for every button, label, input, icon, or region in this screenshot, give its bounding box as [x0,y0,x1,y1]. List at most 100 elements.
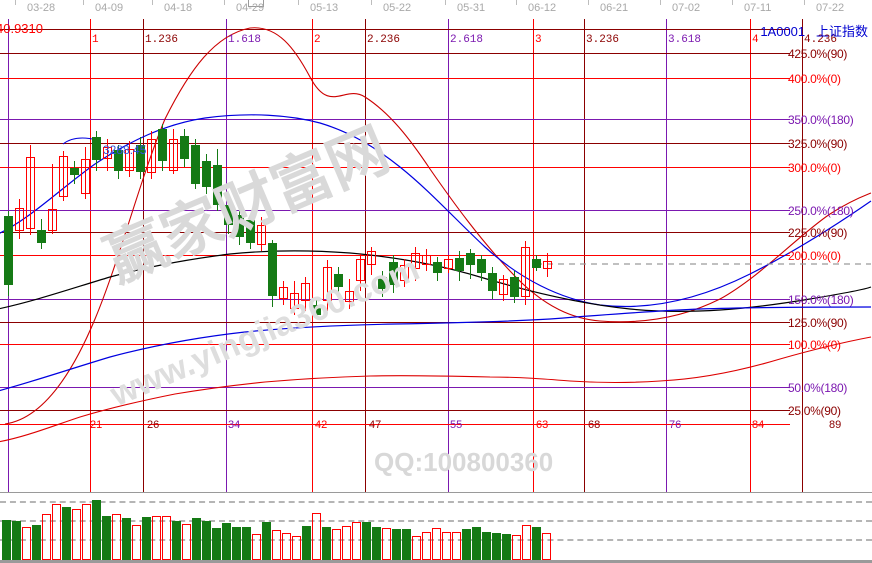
volume-bar[interactable] [232,527,241,560]
candle-wick [349,279,350,309]
volume-bar[interactable] [222,523,231,560]
instrument-title: 1A0001 上证指数 [760,21,868,40]
fib-time-label: 2 [314,34,321,46]
right-axis-label: 250.0%(180) [788,204,854,218]
bar-count-label: 26 [147,419,160,431]
fib-horizontal-gridline [0,344,790,345]
date-tick-notch [152,0,153,5]
volume-bar[interactable] [62,507,71,560]
bar-count-label: 55 [450,419,463,431]
candle-body [543,261,552,269]
volume-bar[interactable] [132,525,141,560]
volume-bar[interactable] [372,527,381,560]
candle-body [444,259,453,269]
candle-body [532,259,541,268]
candle-body [466,253,475,265]
date-tick-notch [516,0,517,5]
volume-bar[interactable] [112,514,121,560]
candle-body [59,156,68,197]
volume-bar[interactable] [12,521,21,560]
date-axis-ruler[interactable]: 03-28 04-09 04-18 04-29 05-13 05-22 05-31 06-12… [0,0,872,20]
volume-bar[interactable] [272,530,281,560]
volume-bar[interactable] [92,500,101,560]
candle-body [400,265,409,281]
volume-bar[interactable] [42,514,51,560]
candle-body [213,165,222,205]
volume-bar[interactable] [342,526,351,560]
candle-body [202,161,211,187]
volume-bar[interactable] [2,520,11,560]
volume-bar[interactable] [412,536,421,560]
volume-bar[interactable] [122,518,131,560]
volume-bar[interactable] [422,532,431,560]
volume-bar[interactable] [82,504,91,560]
volume-bar[interactable] [322,527,331,560]
volume-bar[interactable] [452,532,461,560]
volume-bar[interactable] [262,522,271,560]
candle-wick [30,145,31,235]
candle-body [356,259,365,281]
volume-bar[interactable] [492,533,501,560]
volume-bar[interactable] [52,504,61,560]
price-pane[interactable]: 1 1.236 1.618 2 2.236 2.618 3 3.236 3.618 4 4.236 … [0,19,872,492]
date-tick-notch [371,0,372,5]
volume-bar[interactable] [282,533,291,560]
volume-bar[interactable] [502,534,511,560]
candle-wick [85,147,86,199]
volume-bar[interactable] [402,529,411,560]
volume-bar[interactable] [152,516,161,560]
volume-bar[interactable] [242,527,251,560]
volume-bar[interactable] [22,527,31,560]
volume-bar[interactable] [192,518,201,560]
volume-pane[interactable] [0,492,872,563]
volume-bar[interactable] [522,525,531,560]
candle-body [235,215,244,237]
volume-bar[interactable] [142,517,151,560]
volume-bar[interactable] [462,529,471,560]
volume-bar[interactable] [32,525,41,560]
ruler-handle[interactable] [248,0,264,7]
candle-body [411,253,420,269]
volume-bar[interactable] [432,528,441,560]
volume-bar[interactable] [172,521,181,560]
candle-body [191,145,200,184]
volume-bar[interactable] [312,513,321,560]
volume-bar[interactable] [162,516,171,560]
volume-bar[interactable] [202,521,211,560]
volume-bar[interactable] [352,522,361,560]
volume-bar[interactable] [442,532,451,560]
candle-body [521,247,530,297]
volume-bar[interactable] [532,527,541,560]
volume-bar[interactable] [302,526,311,560]
volume-bar[interactable] [472,527,481,560]
candle-wick [327,260,328,311]
bar-count-label: 68 [588,419,601,431]
volume-bar[interactable] [482,532,491,560]
candle-body [48,209,57,231]
bar-count-label: 34 [228,419,241,431]
candle-body [367,251,376,265]
candle-body [499,279,508,295]
volume-bar[interactable] [392,529,401,560]
right-axis-label: 425.0%(90) [788,47,848,61]
volume-bar[interactable] [382,528,391,560]
date-tick-notch [445,0,446,5]
candle-body [136,145,145,172]
volume-bar[interactable] [332,529,341,560]
volume-bar[interactable] [102,516,111,560]
volume-bar[interactable] [292,536,301,560]
fib-horizontal-gridline [0,119,790,120]
volume-bar[interactable] [182,524,191,560]
volume-bar[interactable] [72,509,81,560]
right-axis-label: 50.0%(180) [788,381,848,395]
volume-bar[interactable] [252,534,261,560]
candle-body [279,287,288,299]
volume-bar[interactable] [212,528,221,560]
volume-bar[interactable] [542,533,551,560]
right-axis-label: 150.0%(180) [788,293,854,307]
volume-bar[interactable] [362,522,371,560]
candle-wick [426,249,427,271]
candle-body [158,129,167,161]
volume-bar[interactable] [512,535,521,560]
volume-gridline [0,520,872,522]
